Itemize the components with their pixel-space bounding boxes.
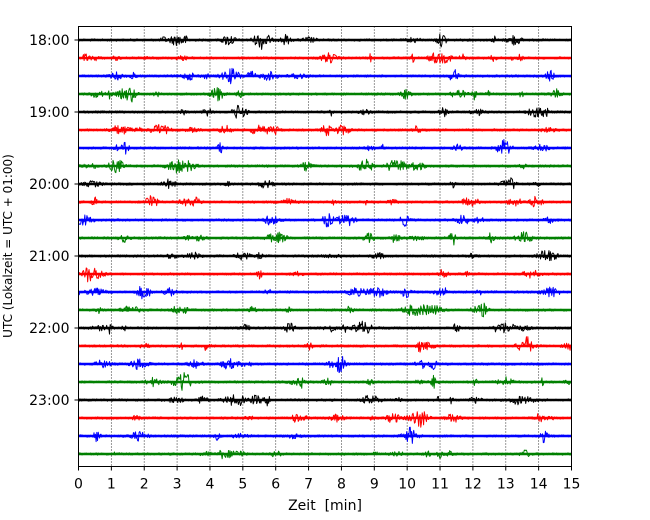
x-axis-label: Zeit [min]	[288, 498, 362, 514]
x-tick-label: 14	[530, 477, 548, 493]
x-tick-label: 11	[431, 477, 449, 493]
x-tick-label: 15	[563, 477, 581, 493]
y-axis-ticks: 18:00 19:00 20:00 21:00 22:00 23:00	[29, 33, 79, 409]
y-tick-label: 18:00	[29, 33, 69, 49]
x-tick-label: 5	[238, 477, 247, 493]
x-grid	[110, 26, 540, 467]
x-tick-label: 13	[497, 477, 515, 493]
y-tick-label: 22:00	[29, 321, 69, 337]
x-tick-label: 0	[74, 477, 83, 493]
y-axis-label: UTC (Lokalzeit = UTC + 01:00)	[1, 154, 15, 338]
y-tick-label: 21:00	[29, 249, 69, 265]
x-tick-label: 7	[304, 477, 313, 493]
x-tick-label: 1	[107, 477, 116, 493]
x-tick-label: 9	[370, 477, 379, 493]
x-tick-label: 4	[206, 477, 215, 493]
x-tick-label: 10	[398, 477, 416, 493]
y-tick-label: 20:00	[29, 177, 69, 193]
x-tick-label: 2	[140, 477, 149, 493]
x-axis-ticks: 0 1 2 3 4 5 6 7 8 9 10 11 12 13 14 15	[74, 466, 581, 493]
x-tick-label: 6	[271, 477, 280, 493]
traces	[78, 33, 572, 460]
x-tick-label: 3	[173, 477, 182, 493]
y-tick-label: 23:00	[29, 393, 69, 409]
y-tick-label: 19:00	[29, 105, 69, 121]
x-tick-label: 8	[337, 477, 346, 493]
x-tick-label: 12	[464, 477, 482, 493]
plot-frame	[78, 26, 572, 467]
